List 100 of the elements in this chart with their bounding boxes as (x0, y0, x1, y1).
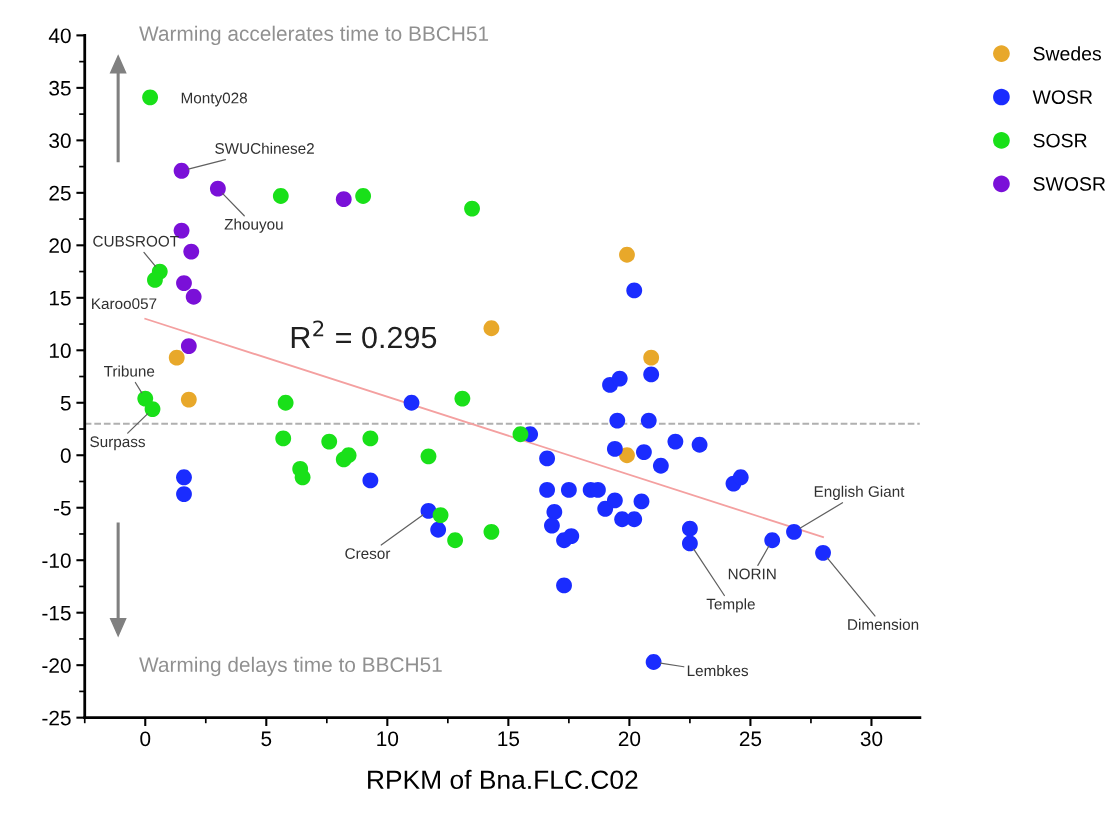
x-tick-label: 30 (860, 731, 883, 747)
point (340, 447, 357, 464)
annotation: Cresor (345, 548, 391, 559)
annotation: Monty028 (181, 92, 247, 107)
point (546, 504, 563, 520)
point (483, 523, 500, 540)
annotation: Surpass (90, 436, 145, 451)
y-tick-label: 40 (48, 28, 71, 44)
point (173, 162, 190, 179)
legend-label: SOSR (1033, 133, 1087, 148)
annotation: NORIN (728, 568, 776, 580)
point (643, 349, 660, 366)
legend-label: WOSR (1032, 90, 1093, 104)
point (640, 412, 657, 429)
point (512, 426, 529, 443)
point (544, 517, 560, 534)
point (180, 338, 197, 354)
y-tick-label: 30 (49, 133, 71, 149)
point (432, 507, 449, 523)
point (464, 200, 480, 217)
y-tick-label: -5 (53, 500, 71, 516)
x-tick-label: 0 (140, 731, 151, 747)
x-tick-label: 5 (261, 731, 272, 747)
point (609, 412, 626, 429)
y-tick-label: -20 (42, 658, 71, 673)
point (362, 472, 379, 489)
annotation: R$^{2}$ = 0.295 (291, 320, 437, 349)
point (732, 469, 749, 486)
point (681, 520, 698, 537)
point (619, 447, 635, 464)
point (556, 577, 572, 594)
point (209, 180, 226, 197)
point (606, 492, 623, 509)
annotation: Warming delays time to BBCH51 (139, 656, 442, 677)
point (764, 532, 781, 549)
point (563, 528, 580, 544)
y-tick-label: 10 (49, 343, 71, 359)
point (815, 544, 831, 561)
point (681, 535, 698, 552)
annotation: Lembkes (687, 664, 749, 677)
point (362, 430, 379, 447)
annotation: Tribune (103, 365, 155, 377)
point (454, 390, 471, 407)
point (626, 511, 643, 528)
x-tick-label: 25 (739, 731, 762, 747)
annotation: SWUChinese2 (215, 142, 314, 154)
point (633, 493, 650, 510)
point (355, 188, 372, 204)
point (645, 654, 662, 670)
point (643, 366, 660, 383)
y-tick-label: 25 (49, 185, 71, 201)
x-tick-label: 10 (377, 731, 399, 747)
point (539, 450, 556, 467)
point (275, 430, 292, 447)
point (430, 521, 447, 538)
point (294, 469, 311, 486)
point (176, 469, 192, 486)
annotation: Dimension (848, 618, 919, 630)
point (611, 370, 628, 387)
x-tick-label: 15 (498, 731, 520, 747)
legend-label: Swedes (1033, 46, 1101, 61)
point (447, 532, 464, 549)
point (786, 523, 802, 540)
annotation: Karoo057 (92, 298, 157, 310)
point (277, 394, 294, 411)
point (652, 457, 669, 474)
point (560, 481, 577, 498)
annotation: CUBSROOT (93, 235, 179, 247)
y-tick-label: 20 (49, 238, 71, 254)
x-axis-title: RPKM of Bna.FLC.C02 (368, 769, 638, 790)
point (142, 89, 159, 106)
point (420, 448, 437, 465)
point (180, 391, 197, 408)
point (168, 349, 185, 366)
legend-label: SWOSR (1033, 177, 1106, 191)
annotation: Warming accelerates time to BBCH51 (139, 25, 489, 46)
y-tick-label: -25 (42, 710, 71, 726)
point (691, 436, 708, 453)
point (626, 282, 643, 299)
y-tick-label: -10 (42, 553, 71, 568)
point (147, 272, 163, 288)
point (619, 246, 635, 263)
point (636, 444, 652, 461)
point (483, 320, 500, 337)
point (539, 481, 556, 498)
point (403, 394, 420, 411)
point (183, 243, 200, 260)
y-tick-label: 0 (60, 448, 71, 463)
y-tick-label: 5 (60, 395, 71, 411)
y-tick-label: -15 (42, 605, 71, 621)
y-tick-label: 35 (49, 80, 71, 96)
annotation: Zhouyou (224, 218, 283, 233)
annotation: English Giant (814, 485, 905, 500)
point (335, 191, 352, 208)
point (667, 433, 684, 450)
point (176, 275, 192, 292)
point (176, 486, 192, 502)
point (144, 401, 161, 417)
point (272, 188, 289, 204)
point (606, 441, 623, 457)
